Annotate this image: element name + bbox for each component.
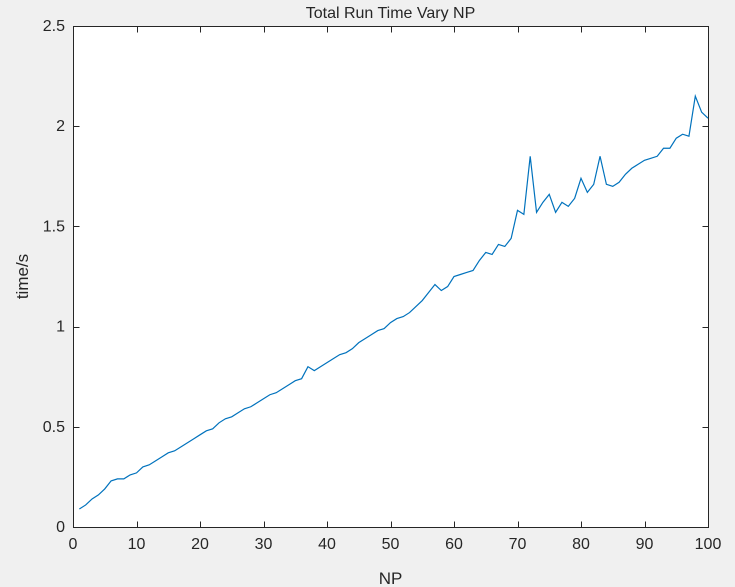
x-tick-label: 20 (191, 536, 209, 553)
x-tick-label: 80 (572, 536, 590, 553)
x-tick-label: 0 (69, 536, 78, 553)
x-tick-label: 100 (695, 536, 722, 553)
y-tick-label: 2 (56, 118, 65, 135)
x-tick-label: 50 (382, 536, 400, 553)
plot-area (73, 26, 709, 528)
y-tick-label: 1.5 (43, 218, 65, 235)
y-tick-label: 0.5 (43, 419, 65, 436)
x-tick-label: 90 (636, 536, 654, 553)
axis-ticks (73, 26, 709, 528)
y-tick-label: 1 (56, 319, 65, 336)
x-tick-label: 60 (445, 536, 463, 553)
tick-labels: 0 10 20 30 40 50 60 70 80 90 100 0 0.5 1 1.5 2 2.5 (43, 18, 722, 553)
x-axis-title: NP (379, 569, 403, 587)
series-line (79, 93, 709, 510)
y-axis-title: time/s (13, 254, 32, 299)
chart-title: Total Run Time Vary NP (306, 5, 476, 22)
y-tick-label: 2.5 (43, 18, 65, 35)
y-tick-label: 0 (56, 519, 65, 536)
x-tick-label: 40 (318, 536, 336, 553)
x-tick-label: 30 (255, 536, 273, 553)
x-tick-label: 70 (509, 536, 527, 553)
x-tick-label: 10 (128, 536, 146, 553)
